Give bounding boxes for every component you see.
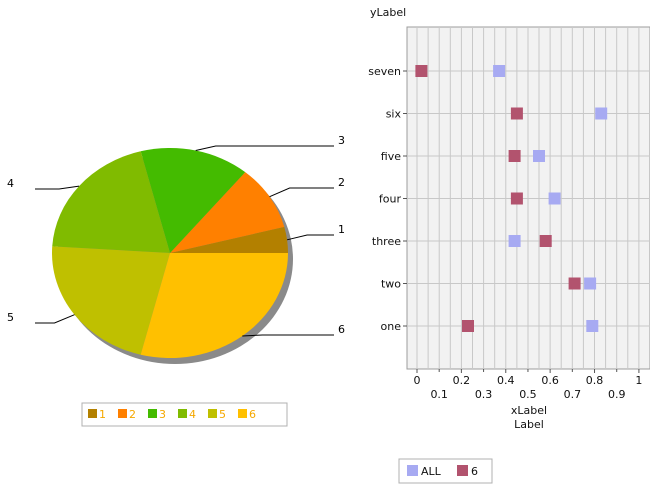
- point-ALL-six: [595, 107, 608, 120]
- pie-legend-swatch-6: [238, 409, 247, 418]
- scatter-legend-swatch-ALL: [407, 465, 418, 476]
- scatter-legend: ALL 6: [398, 458, 493, 484]
- pie-legend-swatch-5: [208, 409, 217, 418]
- x-tick-label-0.1: 0.1: [430, 388, 448, 401]
- pie-callout-line-2: [269, 187, 334, 198]
- scatter-legend-label-ALL: ALL: [421, 465, 442, 478]
- pie-legend-label-1: 1: [99, 408, 106, 421]
- pie-legend-items: 1 2 3 4 5 6: [88, 408, 256, 421]
- point-6-six: [510, 107, 523, 120]
- y-tick-label-three: three: [372, 235, 401, 248]
- pie-callout-line-6: [242, 334, 334, 337]
- y-tick-label-one: one: [381, 320, 402, 333]
- x-tick-label-0.4: 0.4: [497, 374, 515, 387]
- pie-slice-3: [140, 148, 246, 253]
- pie-legend-label-4: 4: [189, 408, 196, 421]
- grid-lines: [407, 27, 650, 369]
- x-tick-label-0.7: 0.7: [564, 388, 582, 401]
- point-6-two: [568, 277, 581, 290]
- point-ALL-seven: [493, 65, 506, 77]
- y-tick-label-two: two: [381, 278, 401, 291]
- pie-callout-label-4: 4: [7, 177, 14, 190]
- y-tick-label-four: four: [379, 193, 402, 206]
- pie-legend-label-2: 2: [129, 408, 136, 421]
- scatter-legend-items: ALL 6: [407, 465, 478, 478]
- point-6-five: [508, 150, 521, 162]
- pie-legend: 1 2 3 4 5 6: [81, 402, 288, 427]
- pie-chart: 1 2 3 4 5 6: [7, 134, 345, 364]
- x-tick-label-0.6: 0.6: [541, 374, 559, 387]
- pie-callout-label-2: 2: [338, 176, 345, 189]
- pie-legend-swatch-3: [148, 409, 157, 418]
- x-axis-title: xLabel: [511, 404, 547, 417]
- scatter-legend-swatch-6: [457, 465, 468, 476]
- scatter-legend-label-6: 6: [471, 465, 478, 478]
- x-axis-subtitle: Label: [514, 418, 544, 431]
- pie-callout-line-5: [35, 314, 75, 324]
- pie-slice-2: [170, 172, 285, 253]
- x-tick-label-0.8: 0.8: [586, 374, 604, 387]
- x-tick-label-1: 1: [635, 374, 642, 387]
- pie-callout-label-1: 1: [338, 223, 345, 236]
- point-6-seven: [415, 65, 428, 77]
- pie-legend-label-6: 6: [249, 408, 256, 421]
- pie-callout-line-4: [35, 185, 80, 190]
- pie-callout-line-3: [195, 145, 334, 151]
- pie-slice-5: [51, 246, 170, 355]
- pie-slice-4: [52, 151, 171, 253]
- pie-callout-label-5: 5: [7, 311, 14, 324]
- pie-legend-swatch-2: [118, 409, 127, 418]
- pie-callouts: 1 2 3 4 5 6: [7, 134, 345, 337]
- point-6-four: [510, 192, 523, 205]
- pie-legend-label-5: 5: [219, 408, 226, 421]
- y-axis-title: yLabel: [370, 6, 406, 19]
- x-tick-label-0.9: 0.9: [608, 388, 626, 401]
- pie-legend-label-3: 3: [159, 408, 166, 421]
- x-tick-label-0.5: 0.5: [519, 388, 537, 401]
- pie-callout-label-6: 6: [338, 323, 345, 336]
- pie-slices: [51, 148, 288, 358]
- point-ALL-two: [584, 277, 597, 290]
- x-tick-label-0.3: 0.3: [475, 388, 493, 401]
- point-ALL-one: [586, 320, 599, 332]
- y-tick-label-six: six: [386, 108, 402, 121]
- y-tick-label-five: five: [381, 150, 401, 163]
- scatter-points: [415, 65, 608, 332]
- point-ALL-three: [508, 235, 521, 247]
- pie-callout-line-1: [286, 234, 334, 241]
- x-axis: 0 0.2 0.4 0.6 0.8 1 0.1 0.3 0.5 0.7 0.9: [414, 369, 642, 401]
- x-tick-label-0.2: 0.2: [453, 374, 471, 387]
- y-tick-label-seven: seven: [368, 65, 401, 78]
- pie-legend-swatch-1: [88, 409, 97, 418]
- x-tick-label-0: 0: [414, 374, 421, 387]
- point-6-three: [539, 235, 552, 247]
- point-6-one: [462, 320, 474, 332]
- pie-slice-6: [140, 253, 288, 358]
- y-axis: one two three four five six seven: [368, 65, 407, 333]
- pie-slice-1: [170, 226, 288, 253]
- pie-callout-label-3: 3: [338, 134, 345, 147]
- pie-legend-swatch-4: [178, 409, 187, 418]
- point-ALL-four: [548, 192, 561, 205]
- point-ALL-five: [533, 150, 545, 162]
